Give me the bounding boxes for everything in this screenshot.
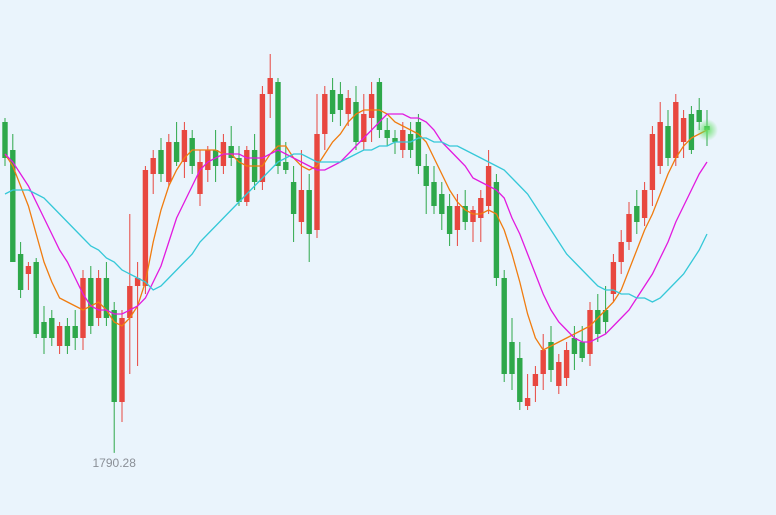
candle-body bbox=[439, 194, 445, 214]
candle-body bbox=[95, 278, 102, 318]
moving-average-line bbox=[4, 137, 708, 303]
candle-body bbox=[602, 310, 609, 322]
candle-body bbox=[17, 254, 24, 290]
candle-body bbox=[158, 150, 164, 174]
candle-body bbox=[329, 90, 336, 114]
candle-body bbox=[150, 158, 156, 174]
candle-body bbox=[454, 206, 461, 230]
candle-body bbox=[368, 94, 375, 118]
candle-body bbox=[290, 182, 297, 214]
candle-body bbox=[228, 146, 234, 158]
candle-body bbox=[306, 190, 312, 234]
candle-body bbox=[400, 130, 406, 150]
candle-body bbox=[548, 342, 554, 370]
candle-body bbox=[2, 122, 8, 158]
candle-body bbox=[111, 310, 117, 402]
candle-body bbox=[501, 278, 507, 374]
candle-body bbox=[236, 158, 242, 202]
candle-body bbox=[446, 206, 453, 234]
candle-body bbox=[579, 342, 585, 358]
candle-body bbox=[634, 206, 640, 222]
candle-body bbox=[205, 150, 211, 170]
candle-body bbox=[595, 310, 601, 334]
candle-body bbox=[641, 190, 648, 218]
candle-body bbox=[376, 82, 383, 130]
candle-body bbox=[540, 350, 546, 374]
candle-body bbox=[462, 206, 468, 222]
candle-body bbox=[283, 162, 289, 170]
candle-body bbox=[361, 114, 367, 142]
candle-body bbox=[337, 94, 344, 110]
candle-body bbox=[189, 138, 195, 166]
candle-body bbox=[532, 374, 539, 386]
last-price-glow bbox=[696, 119, 718, 141]
candle-body bbox=[556, 362, 562, 386]
candle-body bbox=[563, 350, 570, 378]
candle-body bbox=[142, 170, 149, 286]
candle-body bbox=[25, 266, 32, 274]
candle-body bbox=[244, 150, 250, 202]
candle-body bbox=[80, 278, 86, 338]
candle-body bbox=[33, 262, 39, 334]
candle-body bbox=[610, 262, 617, 294]
candle-body bbox=[298, 190, 305, 222]
candle-body bbox=[696, 110, 702, 122]
moving-average-line bbox=[4, 113, 708, 343]
candle-body bbox=[688, 114, 695, 150]
candle-body bbox=[478, 198, 484, 218]
candle-body bbox=[49, 318, 55, 338]
candle-body bbox=[415, 122, 422, 166]
candle-body bbox=[524, 398, 531, 406]
candle-body bbox=[41, 322, 47, 338]
candle-body bbox=[127, 286, 133, 318]
candle-body bbox=[103, 278, 110, 318]
candle-body bbox=[665, 126, 671, 158]
candle-body bbox=[197, 162, 203, 194]
candle-body bbox=[72, 326, 78, 338]
candle-body bbox=[259, 94, 266, 182]
candle-body bbox=[173, 142, 180, 162]
candle-body bbox=[181, 130, 188, 162]
candle-body bbox=[322, 94, 328, 134]
candle-body bbox=[88, 278, 94, 326]
candle-body bbox=[618, 242, 624, 262]
candle-body bbox=[64, 326, 71, 346]
candle-body bbox=[56, 326, 63, 346]
candle-body bbox=[470, 210, 476, 222]
candle-body bbox=[431, 182, 437, 206]
candle-body bbox=[571, 338, 578, 354]
candle-body bbox=[392, 138, 398, 142]
moving-average-line bbox=[4, 109, 708, 351]
candle-body bbox=[353, 102, 359, 142]
candle-body bbox=[119, 318, 125, 402]
candle-body bbox=[657, 122, 663, 166]
candle-body bbox=[384, 130, 390, 138]
candle-body bbox=[680, 118, 687, 142]
candle-body bbox=[517, 358, 523, 402]
candle-body bbox=[267, 78, 273, 94]
candle-body bbox=[275, 82, 281, 166]
candle-body bbox=[509, 342, 515, 374]
candle-body bbox=[345, 98, 351, 114]
candle-body bbox=[10, 150, 16, 262]
candle-body bbox=[649, 134, 656, 190]
candle-body bbox=[134, 278, 141, 286]
candle-body bbox=[587, 310, 593, 354]
low-price-label: 1790.28 bbox=[93, 456, 137, 470]
candle-body bbox=[673, 102, 679, 158]
candle-body bbox=[314, 134, 320, 230]
candle-body bbox=[166, 142, 172, 182]
candle-body bbox=[423, 166, 429, 186]
candle-body bbox=[626, 214, 632, 242]
candle-body bbox=[493, 182, 500, 278]
